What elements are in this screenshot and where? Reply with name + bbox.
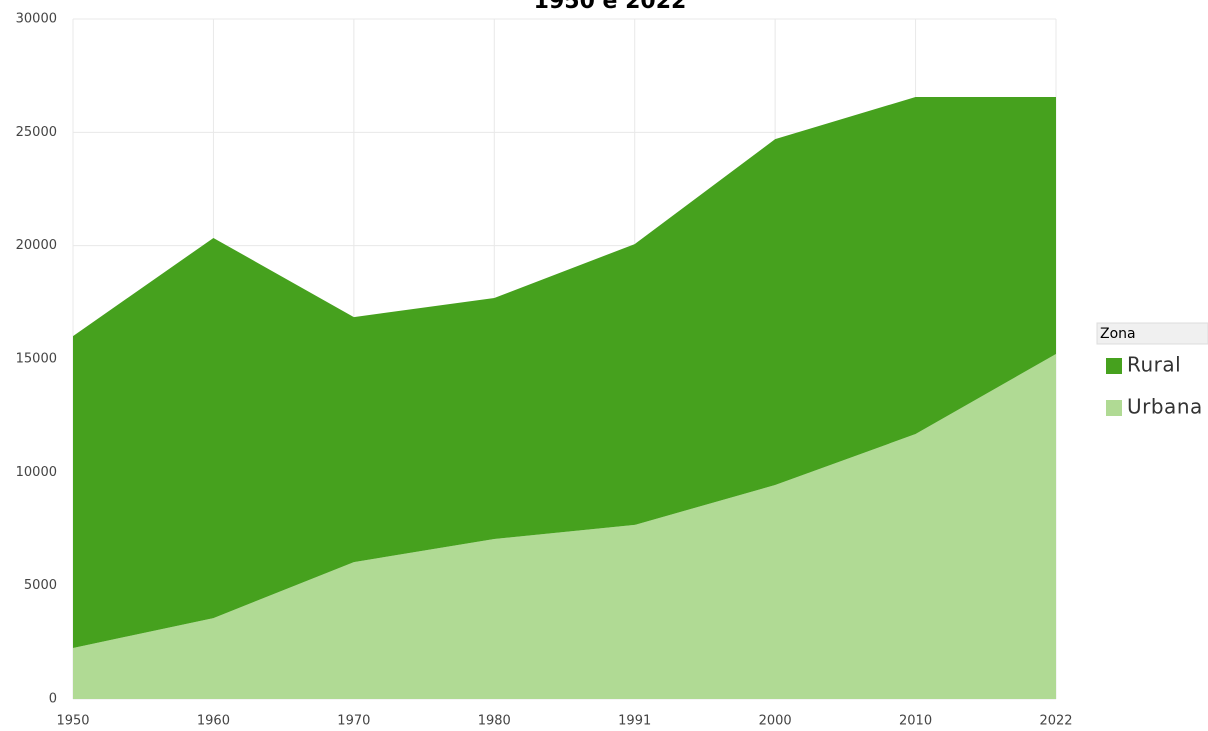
area (73, 354, 1056, 699)
area (73, 96, 1056, 649)
y-tick-label: 0 (49, 692, 57, 707)
legend-swatch (1106, 358, 1122, 374)
legend-label: Urbana (1127, 395, 1203, 419)
x-tick-label: 2010 (899, 714, 932, 729)
legend-label: Rural (1127, 353, 1181, 377)
x-tick-label: 2000 (759, 714, 792, 729)
x-tick-label: 1970 (337, 714, 370, 729)
x-tick-label: 1960 (197, 714, 230, 729)
chart-title: 1950 e 2022 (534, 0, 687, 14)
legend-swatch (1106, 400, 1122, 416)
x-tick-label: 1991 (618, 714, 651, 729)
y-tick-label: 5000 (24, 578, 57, 593)
y-tick-label: 10000 (16, 465, 57, 480)
x-tick-label: 1980 (478, 714, 511, 729)
y-tick-label: 25000 (16, 125, 57, 140)
y-tick-label: 30000 (16, 12, 57, 27)
x-tick-label: 1950 (56, 714, 89, 729)
y-tick-label: 15000 (16, 352, 57, 367)
y-tick-label: 20000 (16, 238, 57, 253)
x-tick-label: 2022 (1039, 714, 1072, 729)
legend-header (1096, 322, 1208, 345)
legend-title: Zona (1100, 326, 1136, 342)
